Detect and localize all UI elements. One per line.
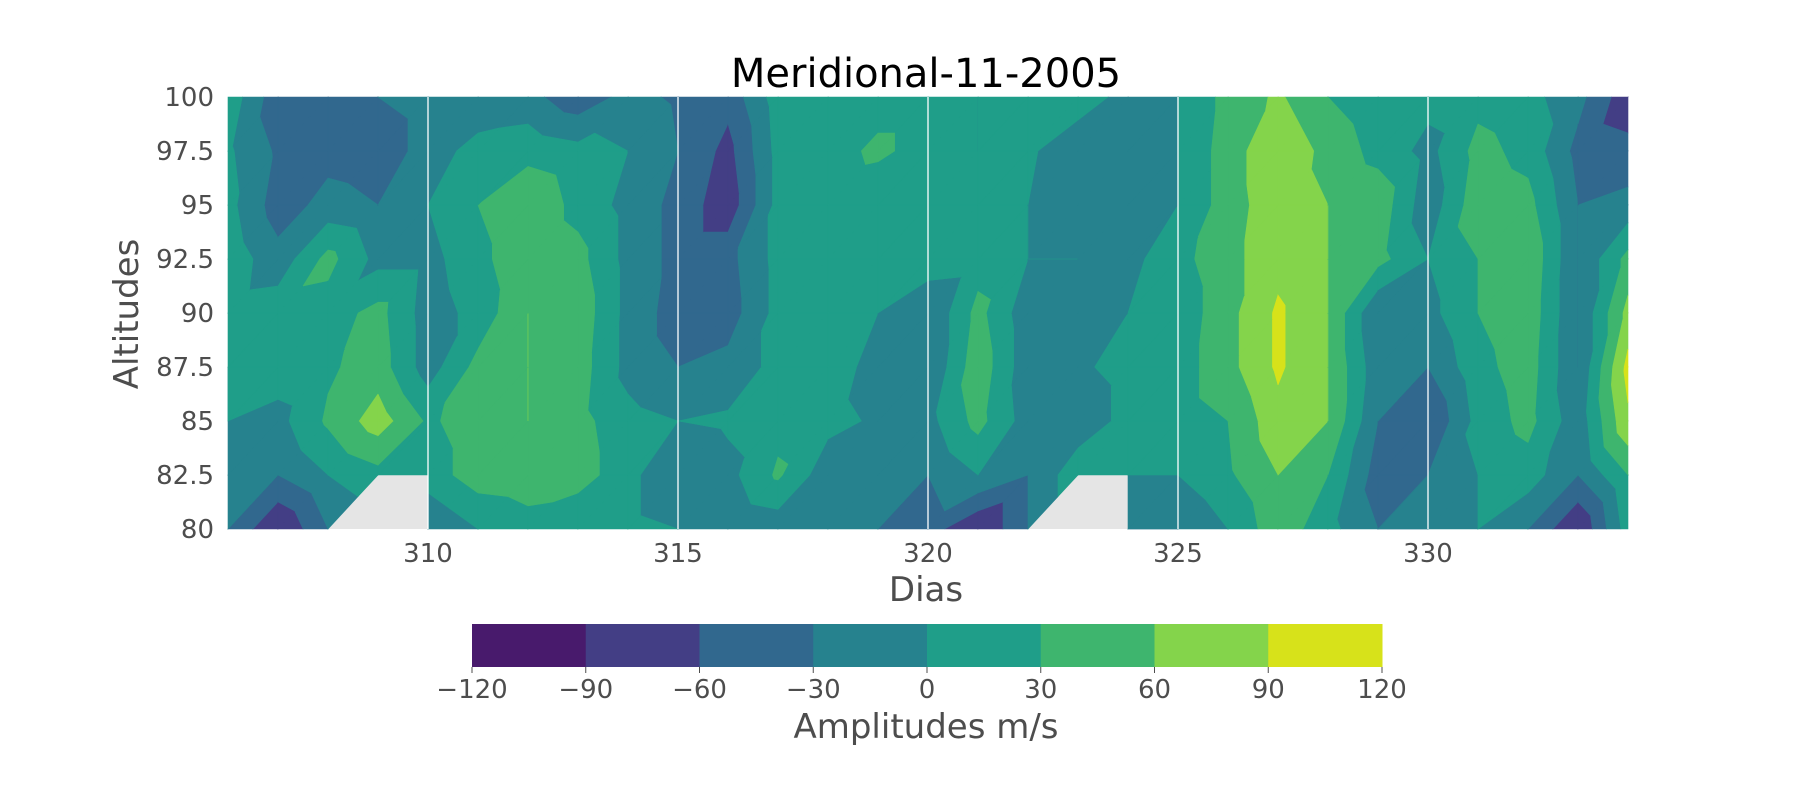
contour-region xyxy=(1622,294,1629,314)
colorbar-swatch xyxy=(813,624,928,667)
contour-region xyxy=(1277,96,1302,152)
contour-region xyxy=(327,249,336,260)
contour-region xyxy=(1272,312,1279,368)
y-axis-label: Altitudes xyxy=(107,239,147,390)
grid-lines xyxy=(427,97,1429,529)
colorbar-swatch xyxy=(472,624,587,667)
contour-region xyxy=(1127,96,1179,152)
contour-region xyxy=(327,177,349,206)
contour-region xyxy=(227,96,243,152)
contour-region xyxy=(1277,294,1286,314)
y-tick-label: 97.5 xyxy=(156,137,214,167)
contour-region xyxy=(1577,96,1587,125)
contour-region xyxy=(777,96,829,152)
contour-region xyxy=(1477,123,1496,152)
colorbar-tick-label: −60 xyxy=(672,675,727,705)
contour-region xyxy=(772,150,779,206)
x-axis-label: Dias xyxy=(889,570,963,610)
colorbar-swatch xyxy=(1268,624,1383,667)
contour-region xyxy=(277,96,329,152)
contour-region xyxy=(527,166,557,206)
colorbar-tick-label: 30 xyxy=(1024,675,1057,705)
colorbar-tick-label: −30 xyxy=(786,675,841,705)
colorbar: −120 −90 −60 −30 0 30 60 90 120 xyxy=(436,624,1407,705)
contour-region xyxy=(977,290,991,314)
contour-region xyxy=(727,96,752,146)
contour-region xyxy=(827,96,879,152)
y-tick-label: 82.5 xyxy=(156,461,214,491)
y-tick-label: 92.5 xyxy=(156,245,214,275)
colorbar-tick-label: −90 xyxy=(558,675,613,705)
contour-region xyxy=(1577,96,1612,152)
y-tick-label: 95 xyxy=(181,191,214,221)
contour-region xyxy=(1377,168,1396,206)
contour-region xyxy=(1377,96,1429,152)
colorbar-tick-label: 120 xyxy=(1357,675,1407,705)
contour-region xyxy=(877,132,896,152)
colorbar-swatch xyxy=(1040,624,1155,667)
contour-region xyxy=(627,393,641,422)
contour-region xyxy=(527,123,543,152)
contour-region xyxy=(1077,96,1109,121)
contour-region xyxy=(1215,96,1229,112)
contour-region xyxy=(377,96,429,119)
contour-region xyxy=(1623,348,1629,368)
contour-region xyxy=(1527,177,1535,206)
contour-region xyxy=(619,258,629,314)
colorbar-tick-label: −120 xyxy=(436,675,507,705)
x-tick-label: 310 xyxy=(403,539,453,569)
colorbar-tick-label: 60 xyxy=(1138,675,1171,705)
contour-region xyxy=(477,127,501,152)
axes: 310 315 320 325 330 80 82.5 85 87.5 90 92.5 95 97.5 1… xyxy=(156,83,1453,569)
contour-region xyxy=(377,393,387,422)
colorbar-tick-label: 90 xyxy=(1252,675,1285,705)
y-tick-label: 100 xyxy=(164,83,214,113)
contour-region xyxy=(1265,96,1279,112)
contour-region xyxy=(766,96,779,108)
contour-region xyxy=(1620,249,1629,260)
contour-region xyxy=(1327,96,1354,152)
contour-region xyxy=(1527,96,1554,152)
contour-region xyxy=(777,456,789,476)
contour-region xyxy=(1027,96,1079,152)
contour-region xyxy=(577,132,595,152)
contour-region xyxy=(377,301,389,314)
contour-region xyxy=(1607,258,1629,314)
x-tick-label: 325 xyxy=(1153,539,1203,569)
colorbar-swatch xyxy=(1154,624,1269,667)
contour-region xyxy=(1577,186,1629,206)
colorbar-label: Amplitudes m/s xyxy=(793,707,1058,747)
colorbar-swatch xyxy=(927,624,1042,667)
colorbar-swatch xyxy=(585,624,700,667)
contour-region xyxy=(627,96,672,152)
y-tick-label: 87.5 xyxy=(156,353,214,383)
x-tick-label: 320 xyxy=(903,539,953,569)
x-tick-label: 330 xyxy=(1403,539,1453,569)
chart-title: Meridional-11-2005 xyxy=(731,51,1121,97)
y-tick-label: 85 xyxy=(181,407,214,437)
colorbar-swatch xyxy=(699,624,814,667)
y-tick-label: 90 xyxy=(181,299,214,329)
contour-region xyxy=(577,230,589,260)
contour-region xyxy=(977,96,1029,152)
contour-region xyxy=(327,96,379,152)
contour-region xyxy=(1612,312,1629,368)
y-tick-label: 80 xyxy=(181,515,214,545)
x-tick-label: 315 xyxy=(653,539,703,569)
contour-region xyxy=(1277,312,1286,368)
colorbar-tick-label: 0 xyxy=(919,675,936,705)
